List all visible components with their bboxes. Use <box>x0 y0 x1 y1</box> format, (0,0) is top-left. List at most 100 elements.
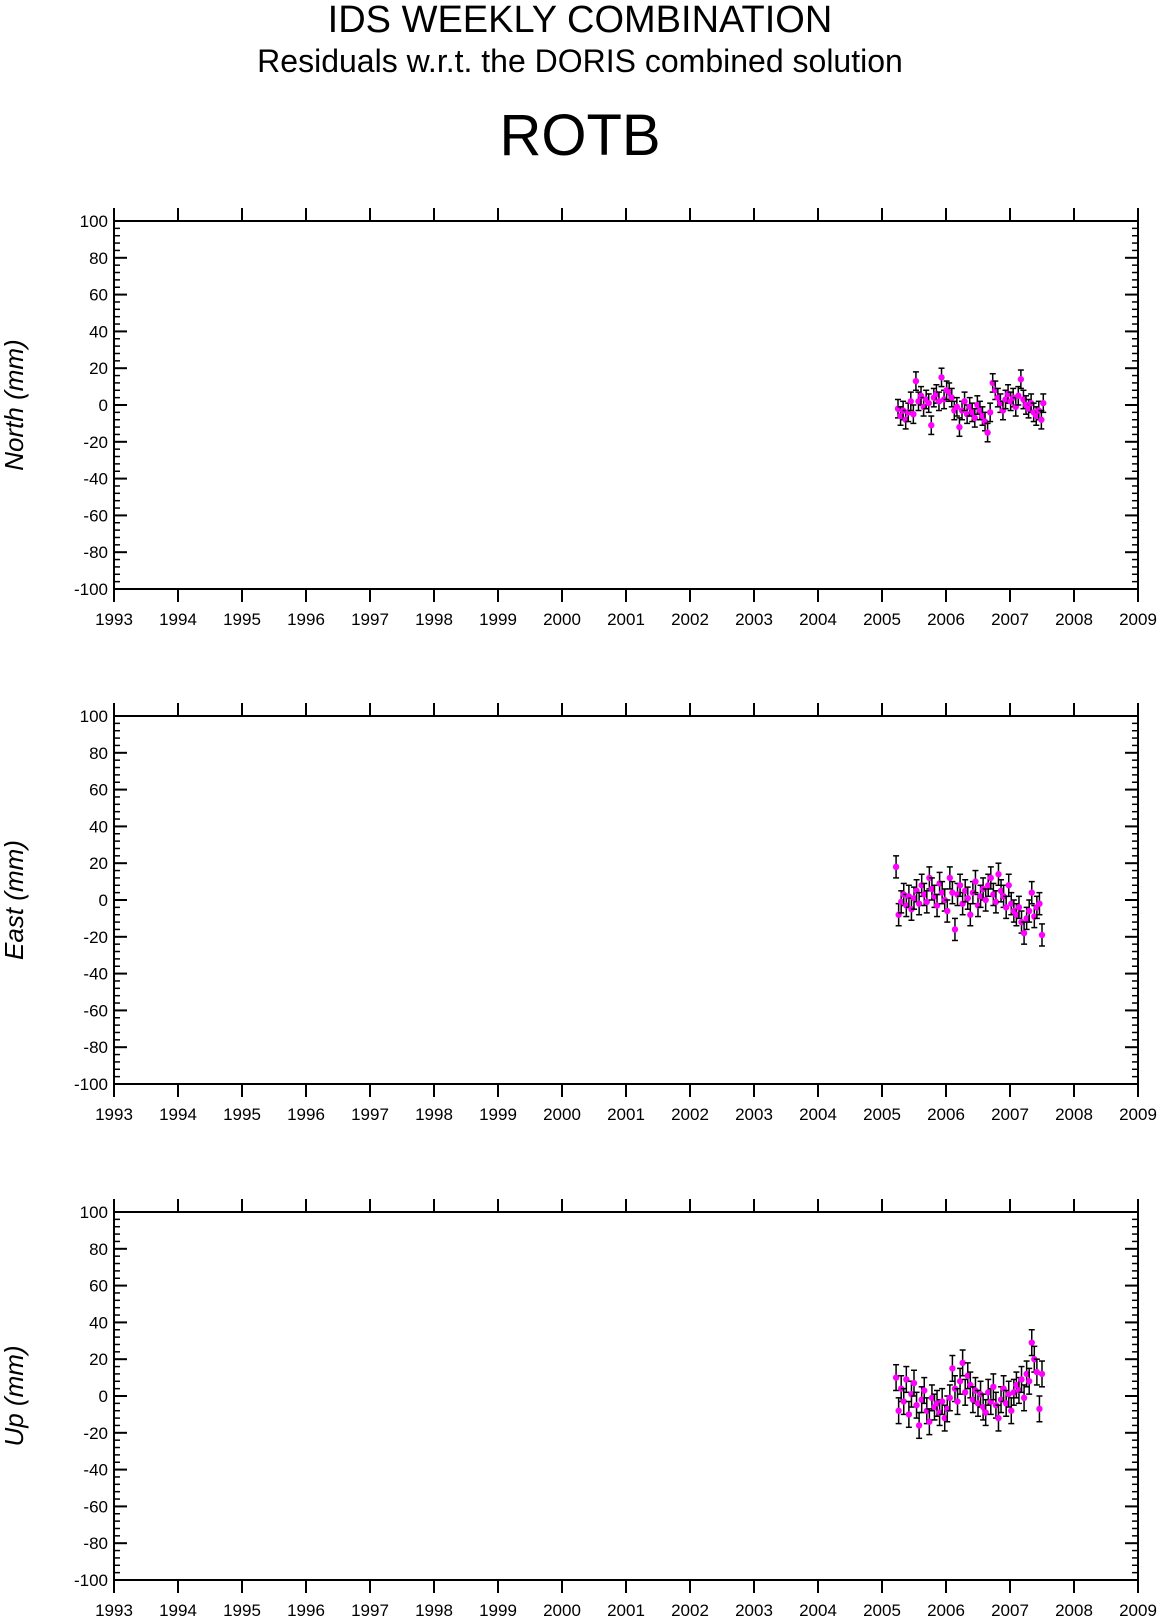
y-tick-label: 80 <box>89 249 108 268</box>
data-point <box>982 888 989 912</box>
residual-marker <box>1010 1389 1018 1396</box>
data-point <box>990 1373 997 1401</box>
residual-marker <box>1015 904 1023 911</box>
data-point <box>956 417 963 438</box>
x-tick-label: 1997 <box>351 1601 389 1620</box>
residual-marker <box>910 1379 918 1387</box>
data-point <box>1028 1329 1035 1357</box>
residual-marker <box>941 1414 948 1422</box>
residual-marker <box>1036 1405 1043 1413</box>
residual-marker <box>944 907 951 915</box>
x-tick-label: 2007 <box>991 610 1029 629</box>
x-tick-label: 2005 <box>863 1601 901 1620</box>
residual-marker <box>892 1374 900 1381</box>
data-point <box>1005 1380 1012 1408</box>
x-tick-label: 1999 <box>479 1601 517 1620</box>
y-tick-label: -40 <box>83 1461 108 1480</box>
data-point <box>1038 923 1046 947</box>
y-tick-label: 80 <box>89 744 108 763</box>
residual-marker <box>979 412 986 420</box>
residual-marker <box>951 926 959 933</box>
x-tick-label: 2000 <box>543 610 581 629</box>
residual-marker <box>992 898 1000 906</box>
data-point <box>1020 1384 1028 1412</box>
residual-marker <box>974 1400 982 1407</box>
residual-marker <box>982 896 989 904</box>
residual-marker <box>1025 405 1032 412</box>
x-tick-label: 2004 <box>799 610 837 629</box>
data-point <box>951 917 959 942</box>
residual-marker <box>949 1365 956 1372</box>
residual-marker <box>1020 929 1028 937</box>
data-point <box>1036 1395 1043 1423</box>
data-point <box>971 407 978 428</box>
data-point <box>938 367 945 388</box>
residual-marker <box>967 911 974 918</box>
residual-marker <box>898 898 905 906</box>
residual-marker <box>1038 1370 1046 1378</box>
residual-marker <box>1008 900 1015 907</box>
data-point <box>986 402 994 423</box>
residual-marker <box>1002 396 1009 403</box>
data-point <box>1036 891 1043 916</box>
residual-marker <box>1020 396 1027 403</box>
residual-marker <box>900 1398 907 1405</box>
data-point <box>1002 1389 1010 1417</box>
residual-marker <box>946 1394 954 1402</box>
data-point <box>892 1363 900 1392</box>
residual-marker <box>966 403 973 411</box>
x-tick-label: 1998 <box>415 1601 453 1620</box>
residual-marker <box>928 1394 936 1402</box>
data-point <box>1033 1358 1041 1386</box>
residual-marker <box>1005 1390 1012 1398</box>
x-tick-label: 1994 <box>159 1601 197 1620</box>
y-tick-label: -60 <box>83 1001 108 1020</box>
x-tick-label: 2009 <box>1119 610 1157 629</box>
up-panel: 100 80 60 40 20 0 -20 -40 -60 -80 -100 1993 1994 1995… <box>0 1199 1157 1620</box>
x-tick-label: 2005 <box>863 1105 901 1124</box>
x-tick-label: 2002 <box>671 610 709 629</box>
x-tick-label: 1993 <box>95 610 133 629</box>
residual-marker <box>959 1359 966 1367</box>
data-point <box>946 1384 954 1412</box>
residual-marker <box>964 1372 971 1379</box>
residual-marker <box>1020 1394 1028 1402</box>
x-tick-label: 2003 <box>735 610 773 629</box>
residual-marker <box>946 874 954 882</box>
residual-marker <box>1026 907 1033 915</box>
residual-marker <box>910 411 917 418</box>
y-tick-label: 80 <box>89 1240 108 1259</box>
residual-marker <box>895 1407 902 1414</box>
y-tick-label: -20 <box>83 433 108 452</box>
residual-marker <box>1013 1381 1020 1389</box>
y-tick-label: -80 <box>83 1534 108 1553</box>
x-tick-label: 1997 <box>351 610 389 629</box>
residual-marker <box>933 1400 941 1407</box>
residual-marker <box>956 423 963 431</box>
residual-marker <box>897 412 904 420</box>
residual-marker <box>990 1383 997 1391</box>
residual-marker <box>1002 1400 1010 1407</box>
residual-marker <box>925 399 932 407</box>
y-tick-label: 0 <box>99 891 108 910</box>
x-tick-label: 2007 <box>991 1601 1029 1620</box>
y-tick-label: 60 <box>89 286 108 305</box>
y-tick-label: -20 <box>83 1424 108 1443</box>
residual-marker <box>1008 1407 1015 1414</box>
residual-marker <box>1018 1376 1025 1383</box>
x-tick-label: 2006 <box>927 1105 965 1124</box>
residual-marker <box>928 422 935 429</box>
y-tick-label: -60 <box>83 506 108 525</box>
residual-marker <box>1033 412 1040 420</box>
residual-marker <box>990 891 997 898</box>
residual-marker <box>938 1398 946 1405</box>
x-tick-label: 1993 <box>95 1601 133 1620</box>
data-point <box>1017 369 1025 390</box>
x-tick-label: 1995 <box>223 1601 261 1620</box>
x-tick-label: 2000 <box>543 1105 581 1124</box>
y-tick-label: -20 <box>83 928 108 947</box>
y-axis-label: East (mm) <box>0 840 29 960</box>
up-plot-frame <box>113 1211 1139 1581</box>
data-point <box>949 1354 956 1383</box>
